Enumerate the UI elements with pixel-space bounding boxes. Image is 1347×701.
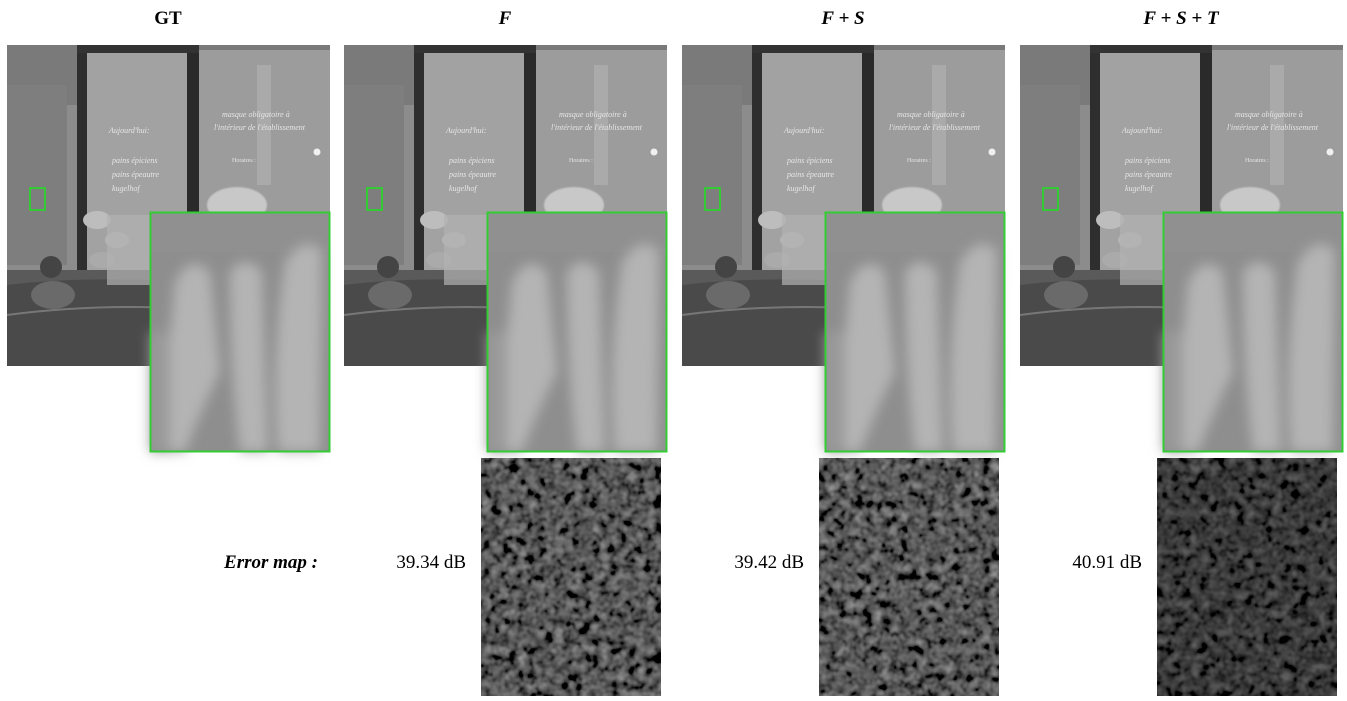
psnr-label: 39.34 dB	[396, 552, 466, 573]
zoom-inset	[1163, 212, 1343, 452]
column-title: F + S + T	[1142, 8, 1220, 29]
columns: GT F 39.34 dB F + S 39.42 dB F + S + T 40.91 d…	[7, 8, 1343, 696]
psnr-label: 40.91 dB	[1072, 552, 1142, 573]
column-title: GT	[154, 8, 182, 29]
error-map-noise	[819, 458, 999, 696]
zoom-inset	[150, 212, 330, 452]
error-map-label: Error map :	[223, 552, 318, 573]
psnr-label: 39.42 dB	[734, 552, 804, 573]
error-map-noise	[481, 458, 661, 696]
figure: Aujourd'hui: pains épiciens pains épeaut…	[0, 0, 1347, 696]
error-map-noise	[1157, 458, 1337, 696]
zoom-inset	[487, 212, 667, 452]
zoom-inset	[825, 212, 1005, 452]
column-title: F + S	[820, 8, 864, 29]
column-title: F	[498, 8, 512, 29]
